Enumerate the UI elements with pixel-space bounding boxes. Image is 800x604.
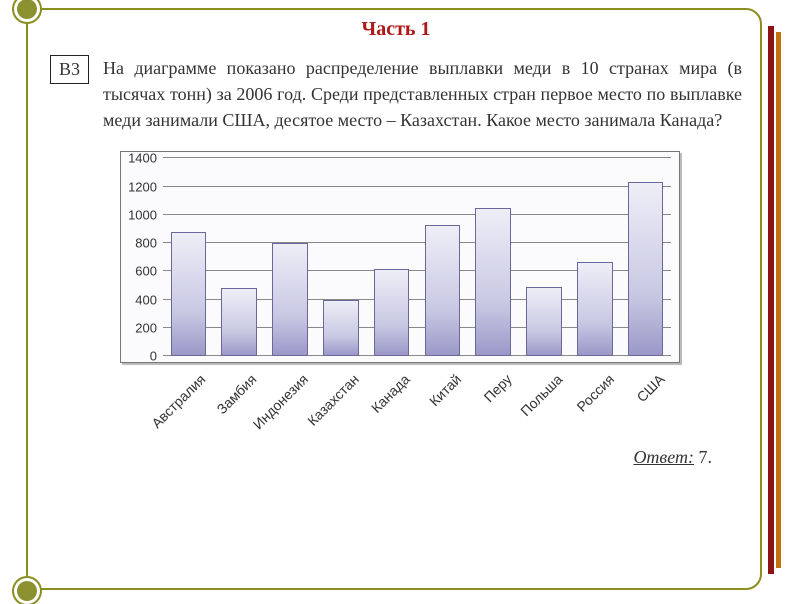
- corner-ornament-tl: [14, 0, 40, 22]
- answer-label: Ответ:: [633, 447, 694, 467]
- bar: [628, 182, 664, 356]
- y-tick-label: 200: [123, 321, 157, 336]
- bar-chart: 0 200 400 600 800 1000 1200 1400: [120, 151, 680, 363]
- x-tick-label: Китай: [426, 371, 464, 409]
- corner-ornament-bl: [14, 578, 40, 604]
- x-tick-label: Канада: [368, 371, 413, 416]
- bar: [171, 232, 207, 356]
- y-tick-label: 1400: [123, 151, 157, 166]
- bar: [272, 243, 308, 356]
- x-tick-label: Россия: [573, 371, 617, 415]
- x-tick-label: США: [634, 371, 668, 405]
- y-tick-label: 1000: [123, 207, 157, 222]
- x-tick-label: Польша: [518, 371, 566, 419]
- bar: [577, 262, 613, 357]
- bar: [526, 287, 562, 356]
- x-tick-label: Австралия: [149, 371, 209, 431]
- answer-value: 7.: [699, 447, 713, 467]
- y-tick-label: 0: [123, 349, 157, 364]
- answer-line: Ответ: 7.: [50, 447, 742, 468]
- bar: [475, 208, 511, 357]
- x-tick-label: Замбия: [214, 371, 260, 417]
- y-tick-label: 600: [123, 264, 157, 279]
- problem-text: На диаграмме показано распределение выпл…: [103, 55, 742, 133]
- bar: [221, 288, 257, 356]
- problem-tag: В3: [50, 55, 89, 84]
- right-accent-bar-dark: [768, 26, 774, 574]
- y-tick-label: 1200: [123, 179, 157, 194]
- y-tick-label: 800: [123, 236, 157, 251]
- bar: [425, 225, 461, 357]
- bar: [323, 300, 359, 357]
- x-tick-label: Перу: [481, 371, 515, 405]
- right-accent-bar-light: [776, 32, 781, 568]
- part-title: Часть 1: [50, 18, 742, 41]
- bar: [374, 269, 410, 357]
- y-tick-label: 400: [123, 292, 157, 307]
